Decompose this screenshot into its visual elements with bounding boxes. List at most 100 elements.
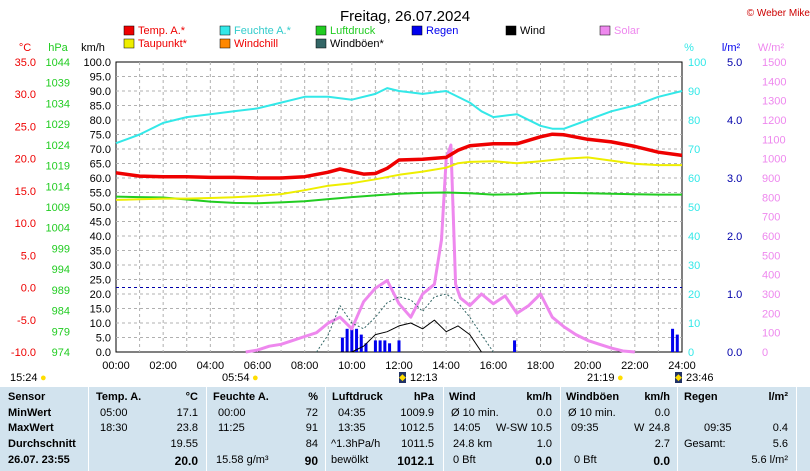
solar-tick-label: 1400 <box>762 76 786 88</box>
rain-tick-label: 5.0 <box>727 57 742 69</box>
x-tick-label: 02:00 <box>149 360 177 372</box>
x-tick-label: 04:00 <box>197 360 225 372</box>
stats-hum-min-value: 72 <box>305 407 318 419</box>
stats-wind-header: Wind <box>449 391 476 403</box>
rain-bar <box>364 343 368 352</box>
stats-rain-total-label: Gesamt: <box>684 438 726 450</box>
legend-label: Temp. A.* <box>138 25 186 37</box>
pressure-tick-label: 1024 <box>46 140 70 152</box>
stats-wind-distance: 24.8 km <box>453 438 493 450</box>
stats-rain-header: Regen <box>684 391 718 403</box>
wind-tick-label: 55.0 <box>90 188 111 200</box>
stats-gust-avg-value: 0.0 <box>654 407 670 419</box>
wind-tick-label: 80.0 <box>90 115 111 127</box>
pressure-tick-label: 979 <box>52 326 70 338</box>
stats-press-trend: ^1.3hPa/h <box>331 438 381 450</box>
rain-bar <box>340 337 344 352</box>
solar-tick-label: 400 <box>762 270 780 282</box>
wind-tick-label: 20.0 <box>90 289 111 301</box>
legend-label: Solar <box>614 25 640 37</box>
stats-temp-max-time: 18:30 <box>100 422 128 434</box>
pressure-tick-label: 984 <box>52 306 70 318</box>
chart-series <box>115 87 683 354</box>
x-tick-label: 08:00 <box>291 360 319 372</box>
stats-gust-max-time: 09:35 <box>571 422 599 434</box>
humidity-tick-label: 50 <box>688 202 700 214</box>
legend-swatch <box>315 25 327 36</box>
temp-tick-label: 20.0 <box>15 154 36 166</box>
stats-temp-min-value: 17.1 <box>176 407 198 419</box>
legend-label: Windböen* <box>330 38 385 50</box>
rain-tick-label: 1.0 <box>727 289 742 301</box>
legend-label: Luftdruck <box>330 25 376 37</box>
wind-tick-label: 25.0 <box>90 275 111 287</box>
stats-temp-header: Temp. A. <box>96 391 142 403</box>
wind-tick-label: 70.0 <box>90 144 111 156</box>
wind-tick-label: 15.0 <box>90 304 111 316</box>
legend-swatch <box>315 38 327 49</box>
series-line-feuchtea <box>115 87 683 145</box>
stats-temp-unit: °C <box>185 391 198 403</box>
humidity-tick-label: 40 <box>688 231 700 243</box>
x-tick-label: 20:00 <box>574 360 602 372</box>
sun-left-icon: ● <box>40 372 47 384</box>
stats-separator <box>677 387 678 471</box>
temp-tick-label: -10.0 <box>11 347 36 359</box>
legend-swatch <box>219 38 231 49</box>
pressure-tick-label: 994 <box>52 264 70 276</box>
stats-gust-avg-day: 2.7 <box>654 438 670 450</box>
temp-tick-label: 5.0 <box>21 250 36 262</box>
wind-tick-label: 60.0 <box>90 173 111 185</box>
humidity-tick-label: 10 <box>688 318 700 330</box>
stats-temp-min-time: 05:00 <box>100 407 128 419</box>
stats-gust-unit: km/h <box>644 391 670 403</box>
noon-time: 12:13 <box>410 372 438 384</box>
stats-gust-bft: 0 Bft <box>574 454 597 466</box>
stats-gust-max-dir: W <box>634 422 645 434</box>
stats-gust-header: Windböen <box>566 391 620 403</box>
solar-tick-label: 1000 <box>762 154 786 166</box>
x-tick-label: 14:00 <box>432 360 460 372</box>
wind-tick-label: 100.0 <box>83 57 111 69</box>
humidity-tick-label: 100 <box>688 57 706 69</box>
solar-tick-label: 100 <box>762 328 780 340</box>
stats-press-max-time: 13:35 <box>338 422 366 434</box>
temp-tick-label: 35.0 <box>15 57 36 69</box>
stats-separator <box>206 387 207 471</box>
temp-tick-label: -5.0 <box>17 315 36 327</box>
pressure-tick-label: 1044 <box>46 57 70 69</box>
stats-hum-unit: % <box>308 391 318 403</box>
rain-tick-label: 0.0 <box>727 347 742 359</box>
stats-rain-max-value: 0.4 <box>772 422 788 434</box>
humidity-tick-label: 90 <box>688 86 700 98</box>
rain-bar <box>513 340 517 352</box>
wind-tick-label: 50.0 <box>90 202 111 214</box>
stats-press-current: 1012.1 <box>397 454 434 468</box>
solar-tick-label: 600 <box>762 231 780 243</box>
pressure-tick-label: 1019 <box>46 161 70 173</box>
stats-rain-unit: l/m² <box>768 391 788 403</box>
series-line-wind <box>340 319 482 353</box>
pressure-tick-label: 1014 <box>46 181 70 193</box>
humidity-tick-label: 0 <box>688 347 694 359</box>
pressure-tick-label: 1004 <box>46 223 70 235</box>
temp-tick-label: 0.0 <box>21 283 36 295</box>
stats-wind-max-time: 14:05 <box>453 422 481 434</box>
x-tick-label: 16:00 <box>480 360 508 372</box>
humidity-tick-label: 70 <box>688 144 700 156</box>
stats-hum-max-time: 11:25 <box>218 422 245 434</box>
stats-row-max: MaxWert <box>8 422 54 434</box>
stats-press-max-value: 1012.5 <box>400 422 434 434</box>
noon-icon: ◆ <box>399 372 406 383</box>
stats-press-header: Luftdruck <box>332 391 383 403</box>
x-tick-label: 10:00 <box>338 360 366 372</box>
wind-tick-label: 10.0 <box>90 318 111 330</box>
pressure-tick-label: 1034 <box>46 98 70 110</box>
solar-tick-label: 800 <box>762 192 780 204</box>
stats-wind-bft: 0 Bft <box>453 454 476 466</box>
wind-tick-label: 95.0 <box>90 72 111 84</box>
stats-gust-avg-label: Ø 10 min. <box>568 407 616 419</box>
rain-bar <box>355 328 359 352</box>
series-line-windben <box>316 293 494 353</box>
wind-tick-label: 65.0 <box>90 159 111 171</box>
